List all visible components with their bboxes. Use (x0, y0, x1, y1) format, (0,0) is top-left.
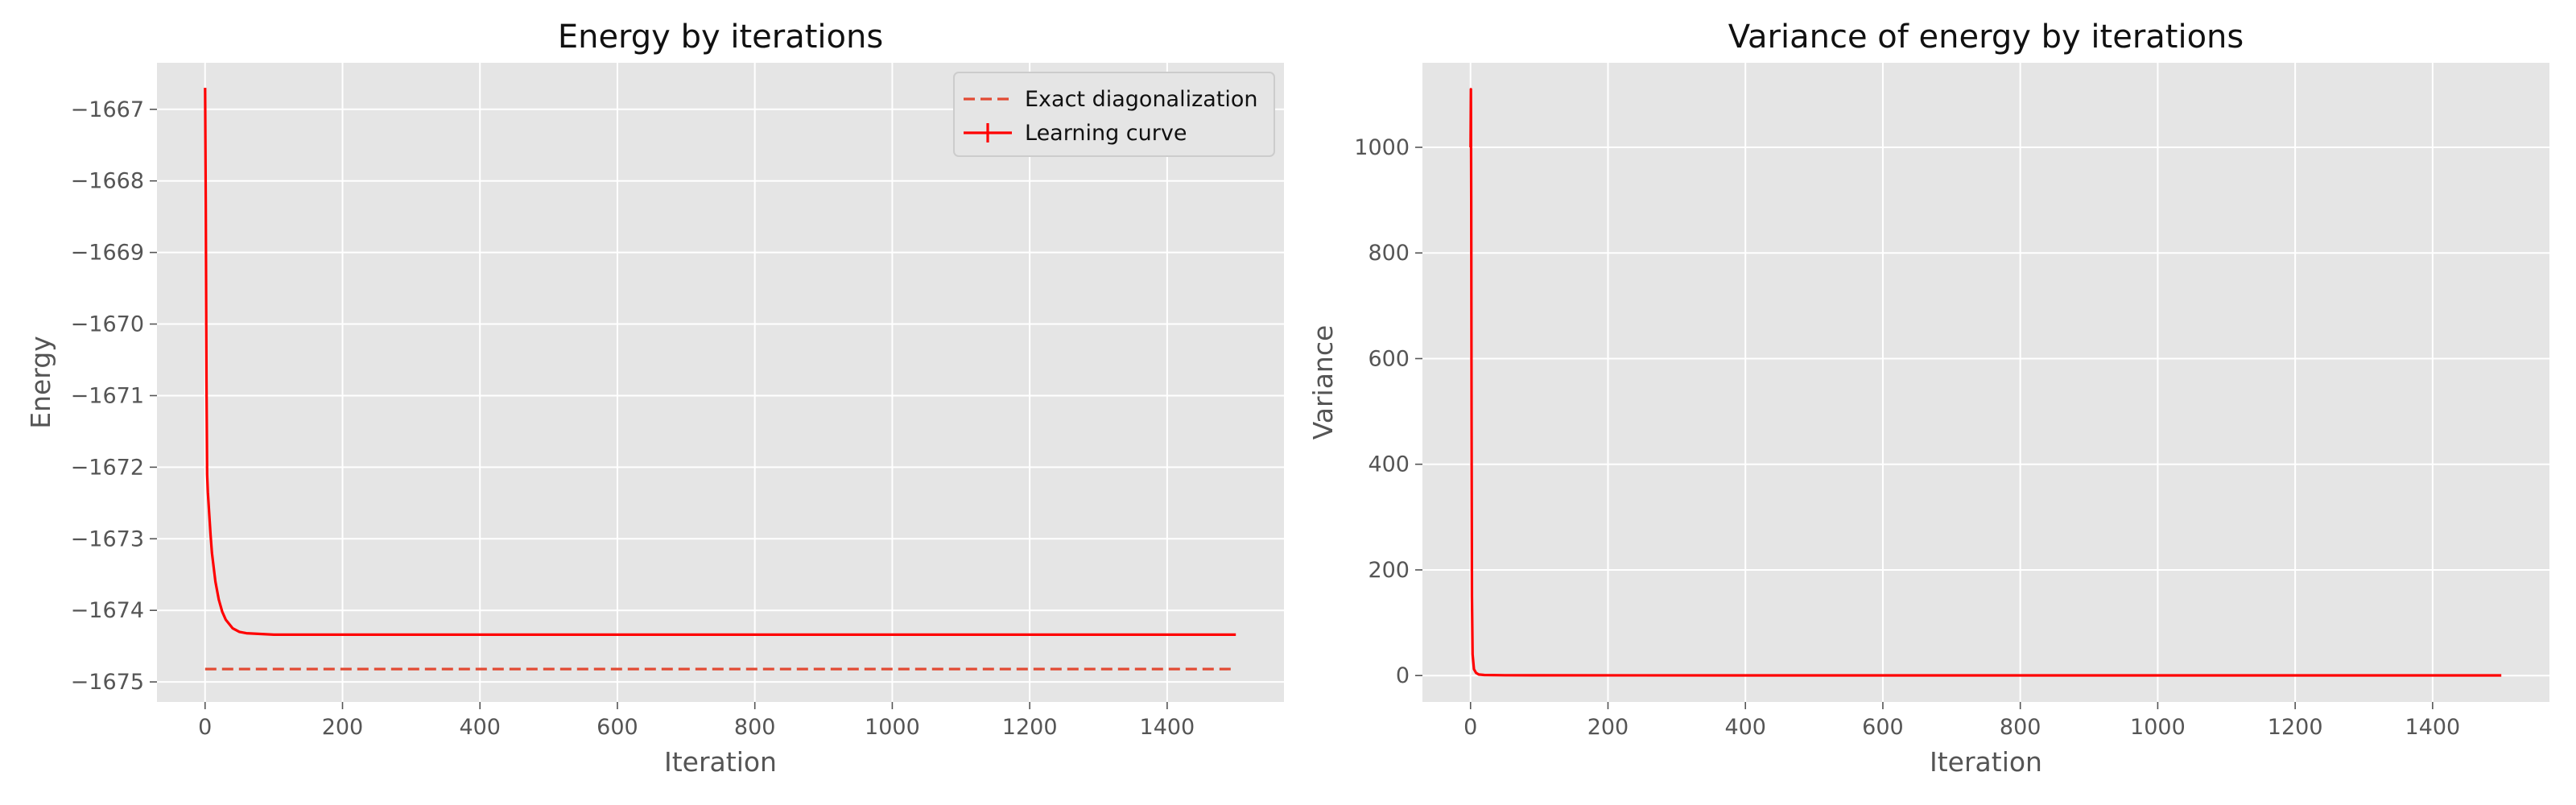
legend-frame (953, 72, 1275, 157)
x-tick-label: 0 (198, 715, 212, 740)
y-tick-label: −1671 (71, 383, 144, 408)
chart-energy: 0 200 400 600 800 1000 1200 1400 −1675 −1674 −1673… (25, 19, 1284, 778)
y-axis-label: Variance (1307, 325, 1339, 440)
y-tick-label: 800 (1368, 241, 1410, 266)
y-tick-label: −1670 (71, 312, 144, 337)
plot-area (157, 63, 1284, 702)
x-axis-label: Iteration (664, 746, 777, 778)
legend-entry: Learning curve (964, 121, 1187, 146)
plot-area (1422, 63, 2549, 702)
x-tick-label: 600 (1862, 715, 1904, 740)
legend-label: Learning curve (1025, 121, 1187, 146)
legend-label: Exact diagonalization (1025, 87, 1258, 112)
y-tick-label: 400 (1368, 452, 1410, 477)
y-tick-label: 600 (1368, 346, 1410, 371)
y-tick-label: 1000 (1354, 135, 1410, 160)
legend-entry: Exact diagonalization (964, 87, 1258, 112)
x-tick-label: 200 (322, 715, 364, 740)
legend: Exact diagonalization Learning curve (953, 72, 1275, 157)
x-tick-label: 1200 (1002, 715, 1058, 740)
x-tick-label: 600 (597, 715, 638, 740)
y-tick-label: −1669 (71, 241, 144, 266)
x-tick-label: 1400 (2405, 715, 2461, 740)
x-tick-label: 1000 (865, 715, 920, 740)
x-tick-label: 1200 (2268, 715, 2323, 740)
y-tick-label: 200 (1368, 558, 1410, 583)
x-tick-label: 0 (1463, 715, 1477, 740)
y-tick-label: −1668 (71, 169, 144, 194)
x-tick-label: 400 (1724, 715, 1766, 740)
y-tick-label: −1673 (71, 526, 144, 551)
x-tick-label: 1000 (2130, 715, 2186, 740)
x-tick-label: 200 (1587, 715, 1629, 740)
chart-title: Energy by iterations (558, 19, 883, 56)
series-line-learning-curve (204, 88, 1236, 637)
x-tick-label: 400 (459, 715, 501, 740)
x-tick-label: 1400 (1140, 715, 1195, 740)
y-tick-label: −1674 (71, 598, 144, 623)
x-tick-label: 800 (734, 715, 776, 740)
x-tick-label: 800 (2000, 715, 2041, 740)
y-axis-label: Energy (25, 336, 56, 429)
y-tick-label: −1675 (71, 670, 144, 695)
x-axis-label: Iteration (1930, 746, 2042, 778)
series-line-variance (1469, 88, 2502, 677)
y-tick-label: −1672 (71, 455, 144, 480)
chart-title: Variance of energy by iterations (1728, 19, 2244, 56)
y-tick-label: 0 (1396, 663, 1410, 688)
y-tick-label: −1667 (71, 97, 144, 122)
chart-variance: 0 200 400 600 800 1000 1200 1400 0 200 400 600 800 10… (1307, 19, 2549, 778)
